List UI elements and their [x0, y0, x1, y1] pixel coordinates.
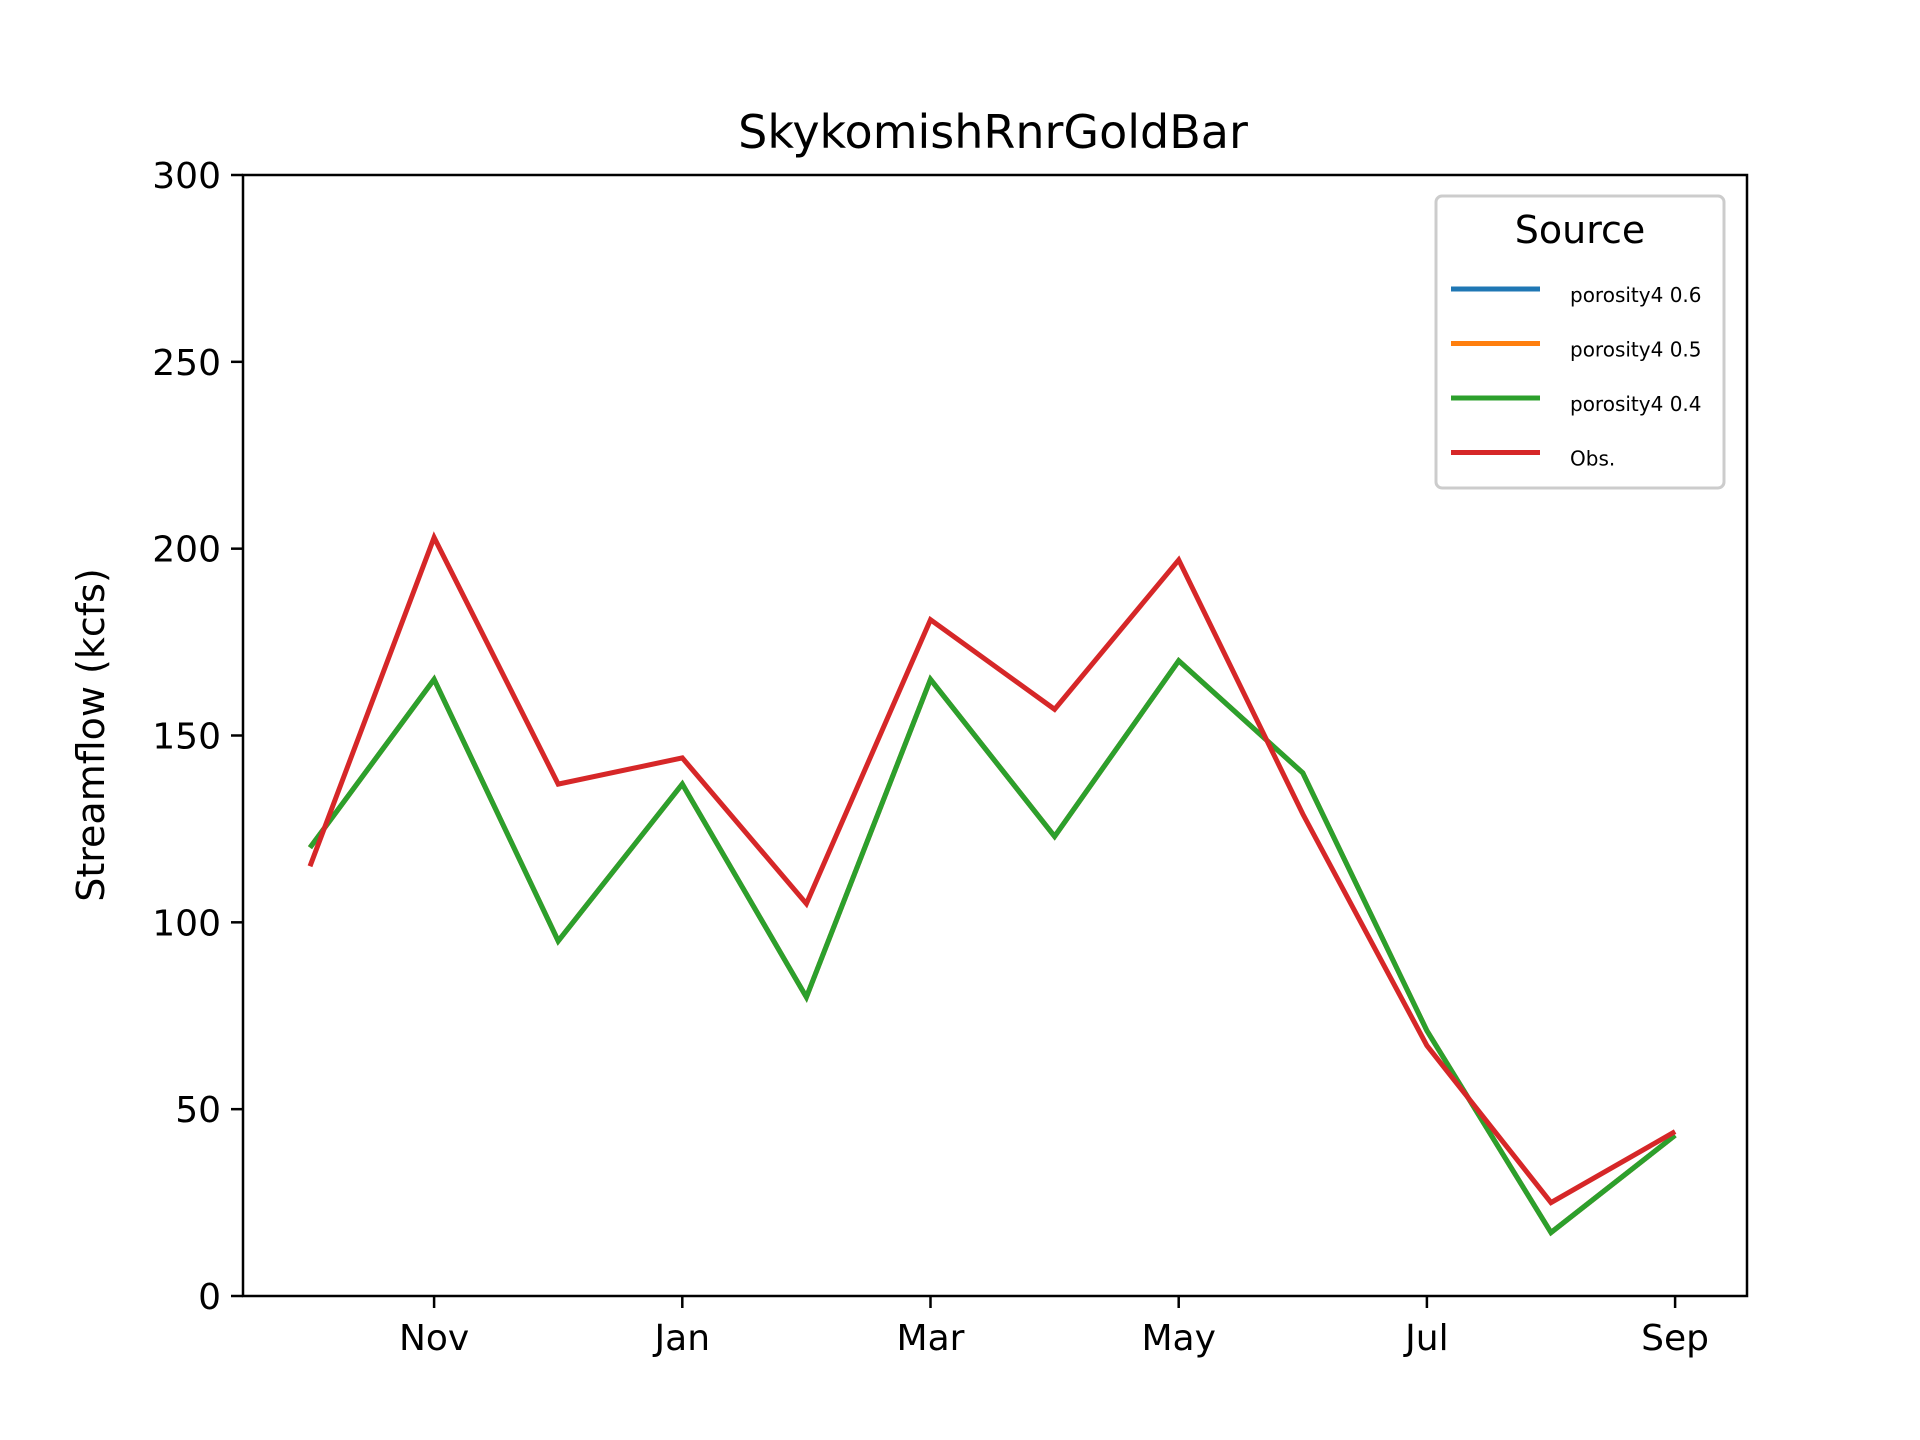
y-tick-label: 50 — [175, 1090, 221, 1131]
legend-label: porosity4 0.4 — [1570, 392, 1702, 416]
legend-label: Obs. — [1570, 447, 1615, 471]
y-tick-label: 100 — [152, 903, 221, 944]
x-tick-label: Mar — [897, 1318, 965, 1359]
legend-label: porosity4 0.5 — [1570, 338, 1702, 362]
legend-title: Source — [1515, 208, 1646, 252]
series-line-2 — [307, 657, 1677, 1237]
legend-entries: porosity4 0.6 porosity4 0.5 porosity4 0.4 O… — [1451, 283, 1702, 471]
x-tick-label: Jan — [653, 1318, 711, 1359]
legend-frame — [1434, 194, 1726, 490]
legend-label: porosity4 0.6 — [1570, 283, 1702, 307]
y-tick-label: 300 — [152, 156, 221, 197]
plot-area: 0 50 100 150 200 250 300 Nov Jan Mar May Jul Sep — [152, 156, 1749, 1359]
y-tick-label: 200 — [152, 530, 221, 571]
y-tick-label: 0 — [198, 1277, 221, 1318]
x-tick-label: Sep — [1641, 1318, 1709, 1359]
x-tick-label: May — [1141, 1318, 1215, 1359]
x-tick-label: Nov — [399, 1318, 469, 1359]
x-tick-label: Jul — [1403, 1318, 1448, 1359]
series-line-3 — [307, 531, 1677, 1206]
chart-title: SkykomishRnrGoldBar — [738, 105, 1248, 159]
y-tick-label: 150 — [152, 717, 221, 758]
y-axis-label: Streamflow (kcfs) — [69, 568, 113, 902]
y-tick-label: 250 — [152, 343, 221, 384]
